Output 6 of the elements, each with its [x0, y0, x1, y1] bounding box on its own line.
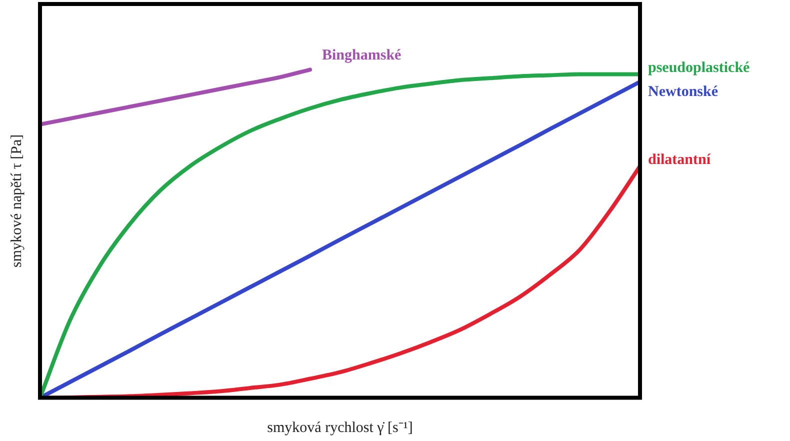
- series-label: Binghamské: [322, 48, 402, 64]
- y-axis-title: smykové napětí τ [Pa]: [8, 134, 25, 268]
- series-label: pseudoplastické: [648, 60, 750, 76]
- series-label: dilatantní: [648, 152, 712, 168]
- x-axis-title: smyková rychlost γ̇ [s⁻¹]: [267, 420, 413, 436]
- series-label: Newtonské: [648, 84, 718, 100]
